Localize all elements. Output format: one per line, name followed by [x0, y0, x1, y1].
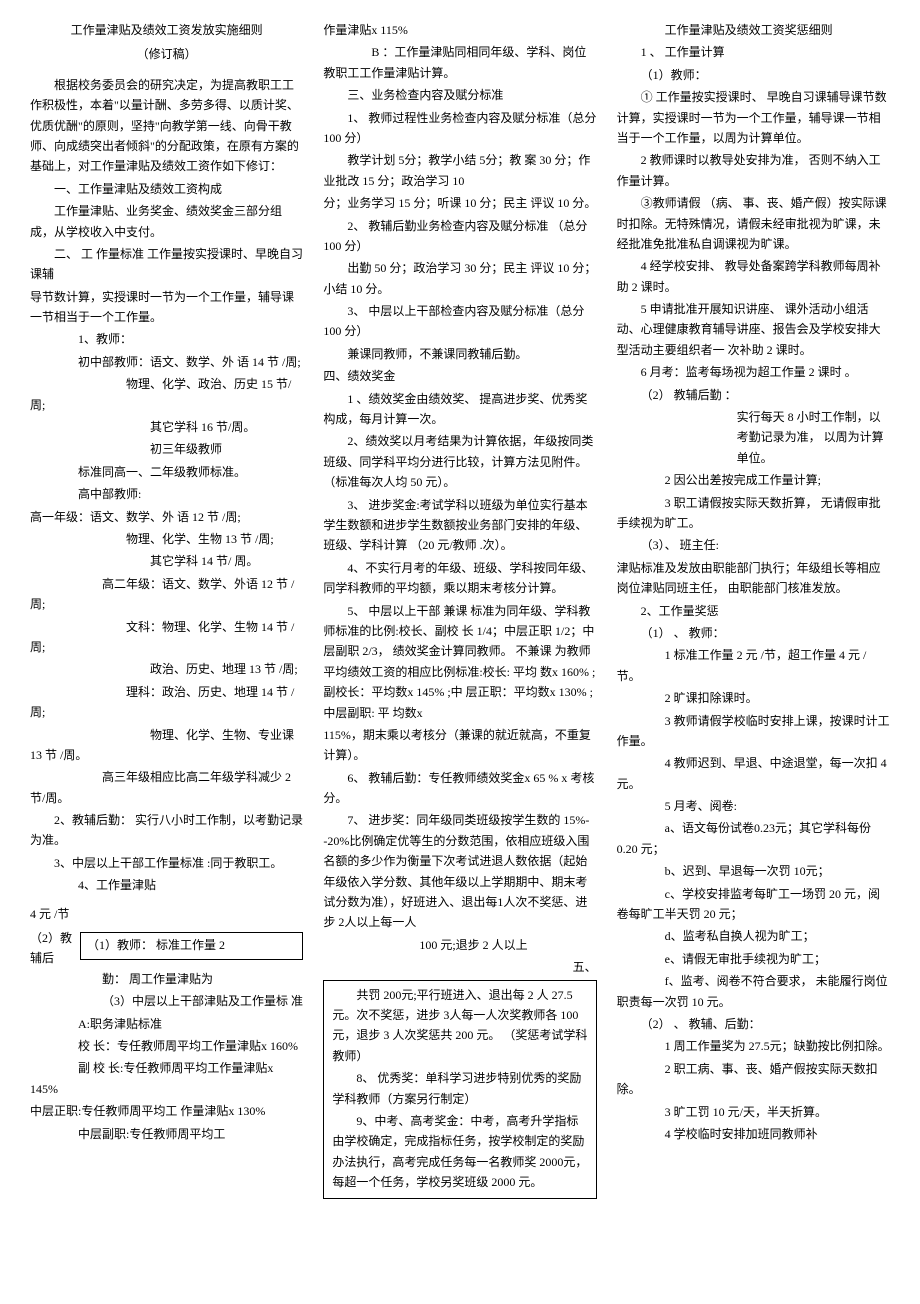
para: a、语文每份试卷0.23元；其它学科每份 0.20 元； — [617, 818, 890, 859]
para: 115%，期末乘以考核分（兼课的就近就高，不重复计算）。 — [323, 725, 596, 766]
para: 高中部教师: — [30, 484, 303, 504]
para: 物理、化学、政治、历史 15 节/周; — [30, 374, 303, 415]
item: 2、教辅后勤： 实行八小时工作制，以考勤记录为准。 — [30, 810, 303, 851]
para: 1 周工作量奖为 27.5元；缺勤按比例扣除。 — [617, 1036, 890, 1056]
para: f、监考、阅卷不符合要求， 未能履行岗位职责每一次罚 10 元。 — [617, 971, 890, 1012]
para: 4 学校临时安排加班同教师补 — [617, 1124, 890, 1144]
para: 副 校 长:专任教师周平均工作量津贴x 145% — [30, 1058, 303, 1099]
column-2: 作量津贴x 115% B ：工作量津贴同相同年级、学科、岗位教职工工作量津贴计算… — [323, 20, 596, 1199]
inset-box-2: 共罚 200元;平行班进入、退出每 2 人 27.5元。次不奖惩，进步 3人每一… — [323, 980, 596, 1200]
item: （1）教师： — [617, 65, 890, 85]
para: 中层正职:专任教师周平均工 作量津贴x 130% — [30, 1101, 303, 1121]
para: 导节数计算，实授课时一节为一个工作量，辅导课一节相当于一个工作量。 — [30, 287, 303, 328]
para: 5 月考、阅卷: — [617, 796, 890, 816]
item: 2、 教辅后勤业务检查内容及赋分标准 （总分 100 分） — [323, 216, 596, 257]
para: 物理、化学、生物、专业课 13 节 /周。 — [30, 725, 303, 766]
para: 津贴标准及发放由职能部门执行；年级组长等相应岗位津贴同班主任， 由职能部门核准发… — [617, 558, 890, 599]
box-para: 共罚 200元;平行班进入、退出每 2 人 27.5元。次不奖惩，进步 3人每一… — [332, 985, 587, 1067]
para: 2 旷课扣除课时。 — [617, 688, 890, 708]
para: 出勤 50 分；政治学习 30 分；民主 评议 10 分；小结 10 分。 — [323, 258, 596, 299]
para: 2 教师课时以教导处安排为准， 否则不纳入工作量计算。 — [617, 150, 890, 191]
heading: 四、绩效奖金 — [323, 366, 596, 386]
para: 高一年级：语文、数学、外 语 12 节 /周; — [30, 507, 303, 527]
para: 高二年级：语文、数学、外语 12 节 /周; — [30, 574, 303, 615]
para: 工作量津贴、业务奖金、绩效奖金三部分组成，从学校收入中支付。 — [30, 201, 303, 242]
para: 2 因公出差按完成工作量计算; — [617, 470, 890, 490]
para: 初三年级教师 — [30, 439, 303, 459]
item: （2） 教辅后勤 ： — [617, 385, 890, 405]
para: 高三年级相应比高二年级学科减少 2 节/周。 — [30, 767, 303, 808]
para: 4 经学校安排、 教导处备案跨学科教师每周补助 2 课时。 — [617, 256, 890, 297]
para: 5 申请批准开展知识讲座、 课外活动小组活动、心理健康教育辅导讲座、报告会及学校… — [617, 299, 890, 360]
para: 校 长：专任教师周平均工作量津贴x 160% — [30, 1036, 303, 1056]
para: （3）中层以上干部津贴及工作量标 准 — [30, 991, 303, 1011]
para: 物理、化学、生物 13 节 /周; — [30, 529, 303, 549]
doc-title-2: 工作量津贴及绩效工资奖惩细则 — [617, 20, 890, 40]
column-1: 工作量津贴及绩效工资发放实施细则 （修订稿） 根据校务委员会的研究决定，为提高教… — [30, 20, 303, 1199]
item: 1、教师： — [30, 329, 303, 349]
item: 3、 中层以上干部检查内容及赋分标准（总分 100 分） — [323, 301, 596, 342]
para: 中层副职:专任教师周平均工 — [30, 1124, 303, 1144]
para: 100 元;退步 2 人以上 — [323, 935, 596, 955]
box-para: 8、 优秀奖：单科学习进步特别优秀的奖励学科教师（方案另行制定） — [332, 1068, 587, 1109]
box-left-label: （2）教辅后 — [30, 926, 80, 969]
box-para: 9、中考、高考奖金：中考，高考升学指标由学校确定，完成指标任务，按学校制定的奖励… — [332, 1111, 587, 1193]
para: 分；业务学习 15 分；听课 10 分；民主 评议 10 分。 — [323, 193, 596, 213]
para: 1 、绩效奖金由绩效奖、 提高进步奖、优秀奖构成，每月计算一次。 — [323, 389, 596, 430]
para: 5、 中层以上干部 兼课 标准为同年级、学科教师标准的比例:校长、副校 长 1/… — [323, 601, 596, 723]
item: 4、工作量津贴 — [30, 875, 303, 895]
para: 2、绩效奖以月考结果为计算依据，年级按同类班级、同学科平均分进行比较，计算方法见… — [323, 431, 596, 492]
inset-box-1: （1）教师： 标准工作量 2 — [80, 932, 303, 960]
box-line: （1）教师： 标准工作量 2 — [87, 935, 296, 955]
para: 3、 进步奖金:考试学科以班级为单位实行基本学生数额和进步学生数额按业务部门安排… — [323, 495, 596, 556]
para: 教学计划 5分；教学小结 5分；教 案 30 分；作业批改 15 分；政治学习 … — [323, 150, 596, 191]
heading: 一、工作量津贴及绩效工资构成 — [30, 179, 303, 199]
document-columns: 工作量津贴及绩效工资发放实施细则 （修订稿） 根据校务委员会的研究决定，为提高教… — [30, 20, 890, 1199]
item: （1） 、 教师： — [617, 623, 890, 643]
para: 2 职工病、事、丧、婚产假按实际天数扣除。 — [617, 1059, 890, 1100]
para: c、学校安排监考每旷工一场罚 20 元，阅卷每旷工半天罚 20 元； — [617, 884, 890, 925]
para: 6 月考：监考每场视为超工作量 2 课时 。 — [617, 362, 890, 382]
column-3: 工作量津贴及绩效工资奖惩细则 1 、 工作量计算 （1）教师： ① 工作量按实授… — [617, 20, 890, 1199]
para: 7、 进步奖：同年级同类班级按学生数的 15%--20%比例确定优等生的分数范围… — [323, 810, 596, 932]
item: 1、 教师过程性业务检查内容及赋分标准（总分 100 分） — [323, 108, 596, 149]
heading: 1 、 工作量计算 — [617, 42, 890, 62]
para: 3 教师请假学校临时安排上课，按课时计工作量。 — [617, 711, 890, 752]
doc-subtitle: （修订稿） — [30, 44, 303, 64]
para: b、迟到、早退每一次罚 10元； — [617, 861, 890, 881]
para: 4 教师迟到、早退、中途退堂，每一次扣 4 元。 — [617, 753, 890, 794]
para: 3 旷工罚 10 元/天，半天折算。 — [617, 1102, 890, 1122]
para: 政治、历史、地理 13 节 /周; — [30, 659, 303, 679]
para: ③教师请假 （病、 事、丧、婚产假）按实际课时扣除。无特殊情况，请假未经审批视为… — [617, 193, 890, 254]
heading: 三、业务检查内容及赋分标准 — [323, 85, 596, 105]
item: 3、中层以上干部工作量标准 :同于教职工。 — [30, 853, 303, 873]
para: 作量津贴x 115% — [323, 20, 596, 40]
heading: 2、工作量奖惩 — [617, 601, 890, 621]
para: 五、 — [323, 957, 596, 977]
para: 文科：物理、化学、生物 14 节 /周; — [30, 617, 303, 658]
para: A:职务津贴标准 — [30, 1014, 303, 1034]
item: （3）、 班主任: — [617, 535, 890, 555]
para: 勤： 周工作量津贴为 — [30, 969, 303, 989]
para: B ：工作量津贴同相同年级、学科、岗位教职工工作量津贴计算。 — [323, 42, 596, 83]
para: 4 元 /节 — [30, 904, 303, 924]
item: （2） 、 教辅、后勤： — [617, 1014, 890, 1034]
para: e、请假无审批手续视为旷工； — [617, 949, 890, 969]
para: d、监考私自换人视为旷工； — [617, 926, 890, 946]
para: 根据校务委员会的研究决定，为提高教职工工作积极性，本着"以量计酬、多劳多得、以质… — [30, 75, 303, 177]
para: 兼课同教师，不兼课同教辅后勤。 — [323, 344, 596, 364]
para: 标准同高一、二年级教师标准。 — [30, 462, 303, 482]
heading: 二、 工 作量标准 工作量按实授课时、早晚自习课辅 — [30, 244, 303, 285]
para: 6、 教辅后勤：专任教师绩效奖金x 65 % x 考核分。 — [323, 768, 596, 809]
para: 其它学科 14 节/ 周。 — [30, 551, 303, 571]
para: 理科：政治、历史、地理 14 节 /周; — [30, 682, 303, 723]
para: 3 职工请假按实际天数折算， 无请假审批手续视为旷工。 — [617, 493, 890, 534]
para: 4、不实行月考的年级、班级、学科按同年级、同学科教师的平均额，乘以期末考核分计算… — [323, 558, 596, 599]
para: 实行每天 8 小时工作制，以考勤记录为准， 以周为计算单位。 — [737, 407, 890, 468]
doc-title: 工作量津贴及绩效工资发放实施细则 — [30, 20, 303, 40]
para: ① 工作量按实授课时、 早晚自习课辅导课节数计算，实授课时一节为一个工作量，辅导… — [617, 87, 890, 148]
para: 其它学科 16 节/周。 — [30, 417, 303, 437]
para: 1 标准工作量 2 元 /节，超工作量 4 元 /节。 — [617, 645, 890, 686]
para: 初中部教师：语文、数学、外 语 14 节 /周; — [30, 352, 303, 372]
